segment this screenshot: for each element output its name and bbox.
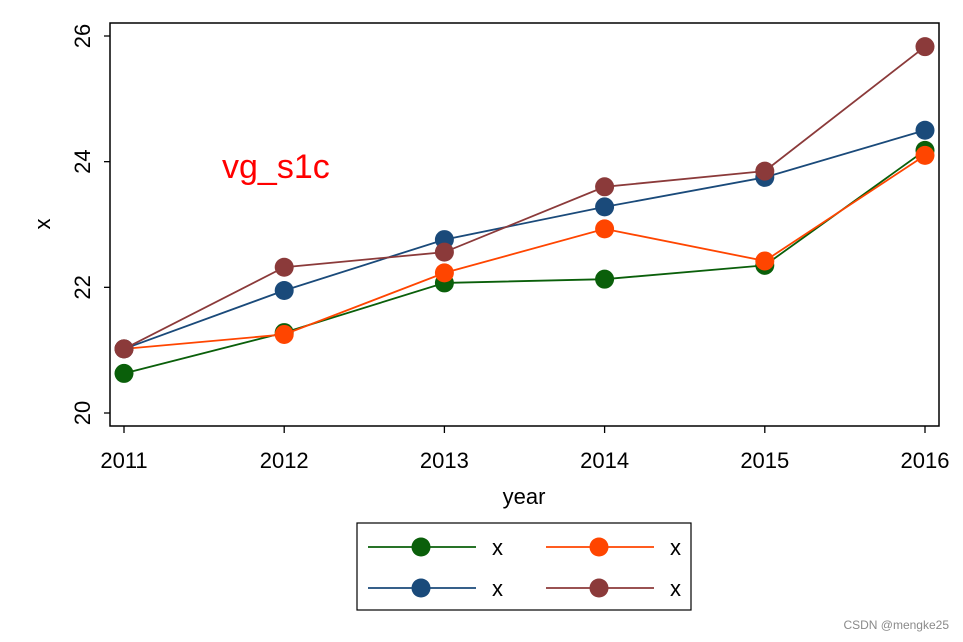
y-tick-label: 22 [70,275,95,299]
x-tick-label: 2015 [740,448,789,473]
x-axis-label: year [503,484,546,509]
data-point [595,177,615,197]
x-tick-label: 2011 [100,448,147,473]
y-axis-label: x [30,219,55,230]
series-line [123,45,926,350]
y-tick-label: 26 [70,24,95,48]
data-point [434,242,454,262]
y-tick-label: 20 [70,401,95,425]
legend-item: x [546,535,681,560]
x-tick-label: 2013 [420,448,469,473]
x-tick-label: 2014 [580,448,629,473]
data-point [274,324,294,344]
data-point [114,339,134,359]
y-tick-label: 24 [70,149,95,173]
data-point [434,263,454,283]
legend-marker [589,537,609,557]
legend-item: x [368,535,503,560]
data-point [595,219,615,239]
legend-label: x [492,535,503,560]
data-point [755,251,775,271]
watermark: CSDN @mengke25 [843,618,949,632]
legend-label: x [670,535,681,560]
legend: x xx x [368,535,681,601]
y-axis: 20 22 24 26 [70,24,110,425]
x-tick-label: 2012 [260,448,309,473]
legend-label: x [670,576,681,601]
plot-area [109,22,940,427]
legend-item: x [368,576,503,601]
legend-item: x [546,576,681,601]
legend-box [356,522,692,611]
x-tick-label: 2016 [901,448,950,473]
data-point [755,161,775,181]
data-point [595,269,615,289]
chart-annotation: vg_s1c [222,148,330,186]
legend-marker [411,537,431,557]
series-line [123,154,926,350]
legend-marker [411,578,431,598]
series-4 [114,37,935,359]
series-layer [114,37,935,383]
data-point [114,363,134,383]
legend-label: x [492,576,503,601]
x-axis: 2011 2012 2013 2014 2015 2016 [100,426,949,473]
data-point [915,120,935,140]
data-point [595,197,615,217]
legend-marker [589,578,609,598]
data-point [274,280,294,300]
data-point [915,145,935,165]
series-line [123,149,926,375]
data-point [274,257,294,277]
series-line [123,129,926,350]
data-point [915,37,935,57]
